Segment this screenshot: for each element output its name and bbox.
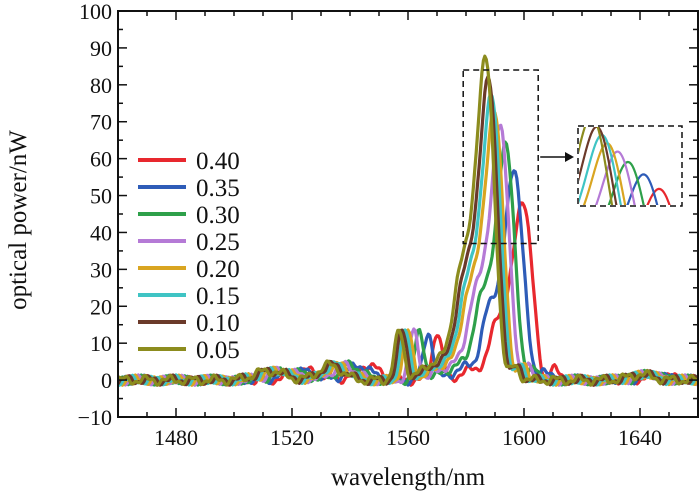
x-tick-label: 1560 [386,425,430,450]
y-tick-label: 40 [90,220,112,245]
y-tick-label: −10 [78,405,112,430]
legend-label: 0.25 [196,229,240,256]
legend-label: 0.20 [196,256,240,283]
inset-line-0.15 [579,133,622,205]
y-tick-label: 20 [90,294,112,319]
legend-label: 0.05 [196,337,240,364]
series-line-0.05 [118,54,698,387]
legend-label: 0.10 [196,310,240,337]
y-tick-label: 70 [90,110,112,135]
legend-label: 0.15 [196,283,240,310]
x-tick-label: 1640 [618,425,662,450]
inset-line-0.10 [579,127,618,205]
zoom-box [462,69,539,245]
axes: 1480 1520 1560 1600 1640 −10 0 10 20 30 40 50 60 70 80… [78,0,699,450]
legend-label: 0.35 [196,175,240,202]
legend-label: 0.40 [196,148,240,175]
inset-line-0.35 [626,173,659,205]
inset-zoom [462,69,683,245]
inset-line-0.30 [607,160,645,205]
arrow-head-icon [565,152,574,162]
inset-line-0.20 [582,142,627,205]
y-tick-label: 30 [90,257,112,282]
y-tick-label: 80 [90,73,112,98]
legend: 0.400.350.300.250.200.150.100.05 [138,148,240,364]
x-axis-title: wavelength/nm [331,464,486,491]
y-tick-label: 60 [90,147,112,172]
inset-box [577,125,683,207]
y-tick-label: 10 [90,331,112,356]
x-tick-label: 1520 [270,425,314,450]
x-tick-label: 1600 [502,425,546,450]
y-tick-label: 100 [79,0,112,24]
y-tick-label: 90 [90,36,112,61]
y-tick-label: 0 [101,368,112,393]
plot-area [118,54,698,387]
legend-label: 0.30 [196,202,240,229]
x-tick-label: 1480 [154,425,198,450]
y-axis-title: optical power/nW [5,130,32,310]
inset-line-0.25 [594,150,636,205]
y-tick-label: 50 [90,184,112,209]
